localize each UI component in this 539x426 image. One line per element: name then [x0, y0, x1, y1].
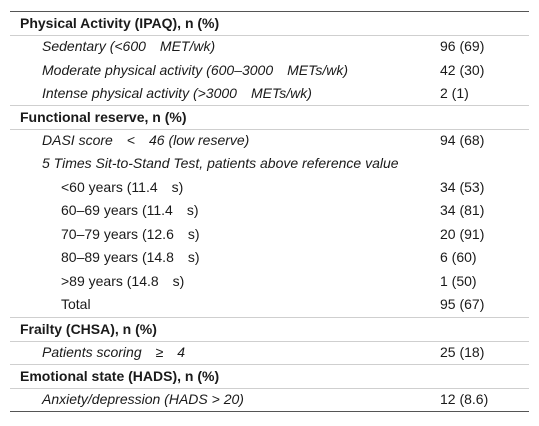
table-top-rule: [10, 11, 529, 12]
row-label: 70–79 years (12.6 s): [61, 226, 200, 242]
row-label: <60 years (11.4 s): [61, 179, 184, 195]
row-label: 60–69 years (11.4 s): [61, 202, 199, 218]
row-label: Intense physical activity (>3000 METs/wk…: [42, 85, 312, 101]
table-row: Anxiety/depression (HADS > 20) 12 (8.6): [10, 389, 529, 409]
row-value: 6 (60): [440, 249, 477, 265]
section-header-functional-reserve: Functional reserve, n (%): [10, 107, 529, 127]
row-separator: [10, 388, 529, 389]
row-value: 12 (8.6): [440, 391, 489, 407]
row-separator: [10, 364, 529, 365]
section-title: Emotional state (HADS), n (%): [20, 368, 220, 384]
section-header-frailty: Frailty (CHSA), n (%): [10, 319, 529, 339]
row-label: Anxiety/depression (HADS > 20): [42, 391, 244, 407]
row-value: 94 (68): [440, 132, 485, 148]
table-row: DASI score < 46 (low reserve) 94 (68): [10, 130, 529, 150]
row-value: 25 (18): [440, 344, 485, 360]
row-label: 80–89 years (14.8 s): [61, 249, 200, 265]
table-row: Moderate physical activity (600–3000 MET…: [10, 60, 529, 80]
table-subrow: <60 years (11.4 s) 34 (53): [10, 177, 529, 197]
row-separator: [10, 105, 529, 106]
table-subrow-total: Total 95 (67): [10, 294, 529, 314]
row-value: 20 (91): [440, 226, 485, 242]
section-title: Functional reserve, n (%): [20, 109, 187, 125]
row-value: 96 (69): [440, 38, 485, 54]
table-subrow: 80–89 years (14.8 s) 6 (60): [10, 247, 529, 267]
row-separator: [10, 129, 529, 130]
table-row: Intense physical activity (>3000 METs/wk…: [10, 83, 529, 103]
row-separator: [10, 35, 529, 36]
row-value: 2 (1): [440, 85, 469, 101]
table-subrow: >89 years (14.8 s) 1 (50): [10, 271, 529, 291]
table-row: Sedentary (<600 MET/wk) 96 (69): [10, 36, 529, 56]
row-separator: [10, 317, 529, 318]
row-value: 34 (81): [440, 202, 485, 218]
row-label: Total: [61, 296, 91, 312]
row-value: 34 (53): [440, 179, 485, 195]
row-label: >89 years (14.8 s): [61, 273, 185, 289]
table-subrow: 60–69 years (11.4 s) 34 (81): [10, 200, 529, 220]
table-subrow: 70–79 years (12.6 s) 20 (91): [10, 224, 529, 244]
section-header-emotional-state: Emotional state (HADS), n (%): [10, 366, 529, 386]
row-label: Moderate physical activity (600–3000 MET…: [42, 62, 349, 78]
row-label: Sedentary (<600 MET/wk): [42, 38, 216, 54]
section-header-physical-activity: Physical Activity (IPAQ), n (%): [10, 13, 529, 33]
row-value: 95 (67): [440, 296, 485, 312]
row-label: 5 Times Sit-to-Stand Test, patients abov…: [42, 155, 399, 171]
row-value: 1 (50): [440, 273, 477, 289]
section-title: Frailty (CHSA), n (%): [20, 321, 157, 337]
row-separator: [10, 341, 529, 342]
table-row: Patients scoring ≥ 4 25 (18): [10, 342, 529, 362]
row-label: DASI score < 46 (low reserve): [42, 132, 250, 148]
table-bottom-rule: [10, 411, 529, 412]
table-row: 5 Times Sit-to-Stand Test, patients abov…: [10, 153, 529, 173]
row-label: Patients scoring ≥ 4: [42, 344, 186, 360]
row-value: 42 (30): [440, 62, 485, 78]
section-title: Physical Activity (IPAQ), n (%): [20, 15, 220, 31]
